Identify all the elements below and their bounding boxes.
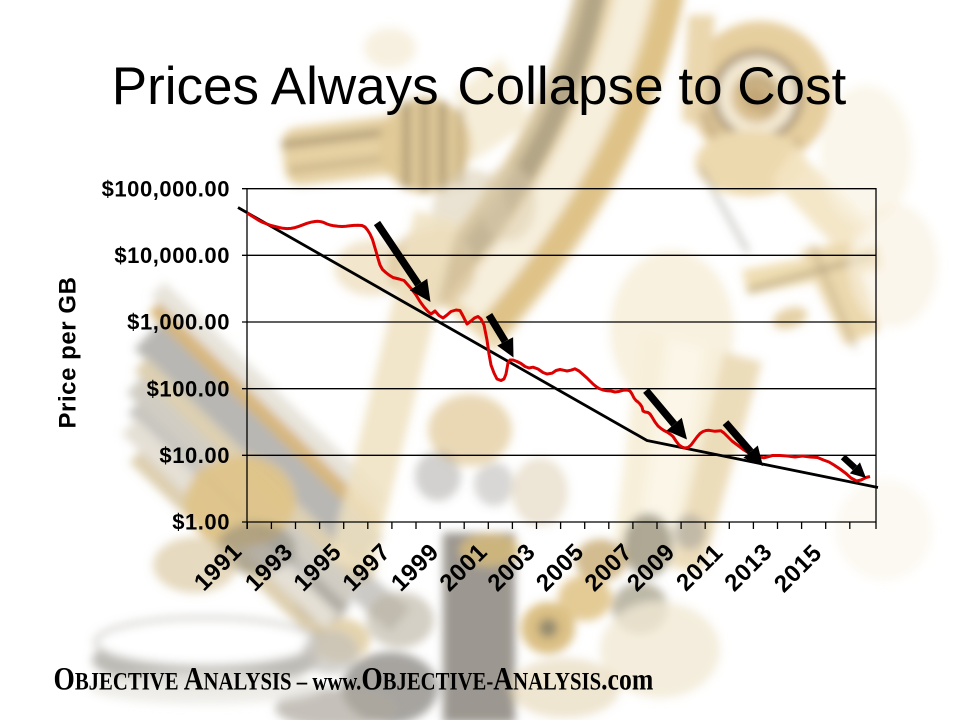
svg-text:$10.00: $10.00 xyxy=(159,443,230,468)
svg-text:$100,000.00: $100,000.00 xyxy=(102,176,230,201)
svg-text:$100.00: $100.00 xyxy=(147,376,230,401)
svg-text:Price per GB: Price per GB xyxy=(55,277,82,429)
svg-text:$1.00: $1.00 xyxy=(172,510,230,535)
svg-text:$10,000.00: $10,000.00 xyxy=(114,243,230,268)
svg-text:$1,000.00: $1,000.00 xyxy=(127,310,230,335)
svg-text:Prices Always Collapse to Cost: Prices Always Collapse to Cost xyxy=(112,57,847,116)
